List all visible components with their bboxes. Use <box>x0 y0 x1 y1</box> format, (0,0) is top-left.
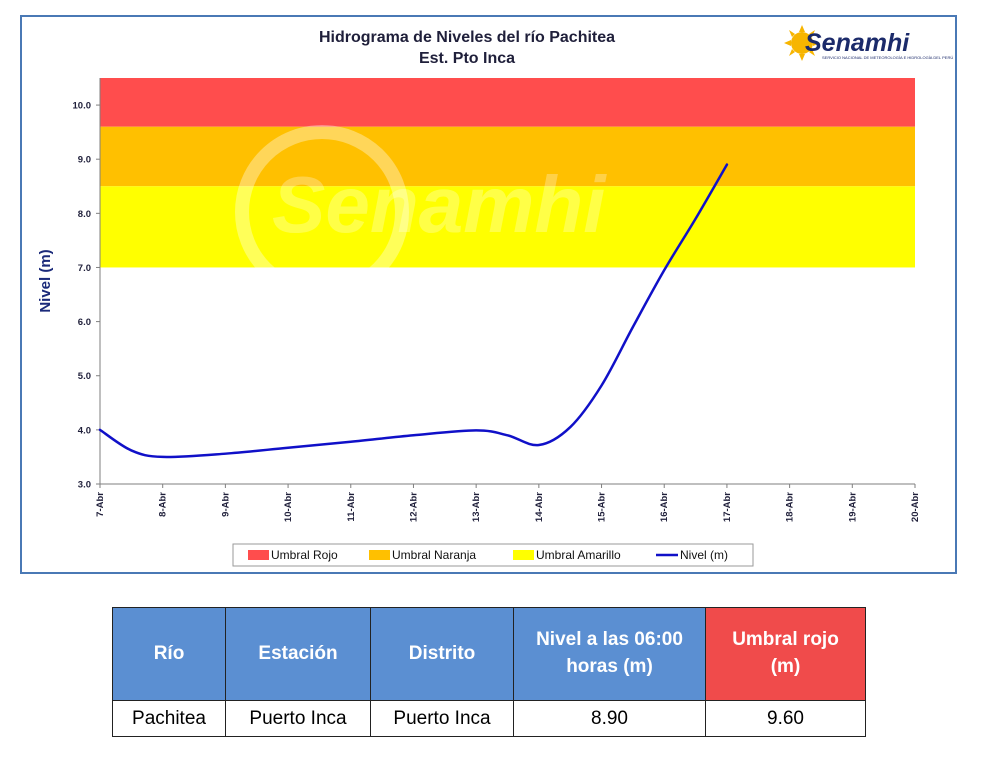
y-axis-label: Nivel (m) <box>37 249 54 312</box>
y-tick-label: 7.0 <box>78 263 91 274</box>
legend-label-nivel: Nivel (m) <box>680 548 728 562</box>
x-tick-label: 17-Abr <box>722 492 733 522</box>
summary-table: Río Estación Distrito Nivel a las 06:00 … <box>112 607 866 737</box>
x-tick-label: 20-Abr <box>910 492 921 522</box>
x-tick-label: 12-Abr <box>408 492 419 522</box>
chart-title: Hidrograma de Niveles del río Pachitea <box>319 29 615 46</box>
y-tick-label: 6.0 <box>78 317 91 328</box>
band-umbral-naranja <box>100 126 915 187</box>
header-umbral-rojo: Umbral rojo (m) <box>705 607 866 701</box>
y-tick-label: 5.0 <box>78 371 91 382</box>
watermark-text: Senamhi <box>272 160 607 249</box>
legend: Umbral Rojo Umbral Naranja Umbral Amaril… <box>232 543 754 567</box>
header-nivel: Nivel a las 06:00 horas (m) <box>513 607 706 701</box>
threshold-bands <box>100 78 915 268</box>
x-tick-label: 7-Abr <box>95 492 106 517</box>
sun-icon <box>784 25 820 61</box>
x-tick-label: 8-Abr <box>158 492 169 517</box>
y-ticks: 3.0 4.0 5.0 6.0 7.0 8.0 9.0 10.0 <box>73 101 100 491</box>
table-row: Pachitea Puerto Inca Puerto Inca 8.90 9.… <box>112 700 866 737</box>
legend-label-rojo: Umbral Rojo <box>271 548 338 562</box>
cell-nivel: 8.90 <box>513 700 706 737</box>
y-tick-label: 4.0 <box>78 425 91 436</box>
header-distrito: Distrito <box>370 607 514 701</box>
chart-subtitle: Est. Pto Inca <box>419 50 515 67</box>
table-header-row: Río Estación Distrito Nivel a las 06:00 … <box>112 607 866 701</box>
x-tick-label: 10-Abr <box>283 492 294 522</box>
y-tick-label: 3.0 <box>78 480 91 491</box>
band-umbral-rojo <box>100 78 915 127</box>
logo-subtitle: SERVICIO NACIONAL DE METEOROLOGÍA E HIDR… <box>822 55 953 60</box>
senamhi-logo: Senamhi SERVICIO NACIONAL DE METEOROLOGÍ… <box>784 25 953 61</box>
y-tick-label: 9.0 <box>78 155 91 166</box>
hydrograph-chart: Senamhi 3.0 4.0 5.0 6.0 7.0 8.0 9.0 10.0 7-Abr 8… <box>37 25 953 567</box>
legend-label-amarillo: Umbral Amarillo <box>536 548 621 562</box>
watermark-sun-icon <box>235 125 409 299</box>
header-rio: Río <box>112 607 226 701</box>
x-tick-label: 15-Abr <box>597 492 608 522</box>
legend-box <box>232 543 754 567</box>
cell-rio: Pachitea <box>112 700 226 737</box>
y-tick-label: 8.0 <box>78 209 91 220</box>
x-tick-label: 19-Abr <box>847 492 858 522</box>
watermark: Senamhi <box>235 125 607 299</box>
logo-text: Senamhi <box>805 29 910 57</box>
x-tick-label: 11-Abr <box>346 492 357 522</box>
cell-estacion: Puerto Inca <box>225 700 371 737</box>
x-tick-label: 16-Abr <box>659 492 670 522</box>
legend-swatch-amarillo <box>513 550 534 560</box>
series-line-nivel <box>98 163 729 459</box>
legend-swatch-naranja <box>369 550 390 560</box>
x-ticks: 7-Abr 8-Abr 9-Abr 10-Abr 11-Abr 12-Abr 13-Abr 1… <box>95 484 921 522</box>
legend-swatch-rojo <box>248 550 269 560</box>
header-estacion: Estación <box>225 607 371 701</box>
legend-label-naranja: Umbral Naranja <box>392 548 476 562</box>
x-tick-label: 18-Abr <box>785 492 796 522</box>
cell-distrito: Puerto Inca <box>370 700 514 737</box>
x-tick-label: 9-Abr <box>220 492 231 517</box>
y-tick-label: 10.0 <box>73 101 92 112</box>
band-umbral-amarillo <box>100 186 915 268</box>
series-layer <box>98 163 729 459</box>
x-tick-label: 14-Abr <box>534 492 545 522</box>
cell-umbral-rojo: 9.60 <box>705 700 866 737</box>
chart-frame: Senamhi 3.0 4.0 5.0 6.0 7.0 8.0 9.0 10.0 7-Abr 8… <box>20 15 957 574</box>
x-tick-label: 13-Abr <box>471 492 482 522</box>
